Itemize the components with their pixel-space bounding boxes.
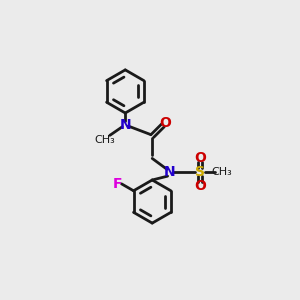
Text: N: N (119, 118, 131, 131)
Text: CH₃: CH₃ (95, 135, 116, 145)
Text: N: N (163, 165, 175, 179)
Text: F: F (113, 177, 122, 191)
Text: CH₃: CH₃ (211, 167, 232, 177)
Text: O: O (194, 152, 206, 165)
Text: O: O (194, 179, 206, 193)
Text: O: O (159, 116, 171, 130)
Text: S: S (195, 165, 205, 179)
